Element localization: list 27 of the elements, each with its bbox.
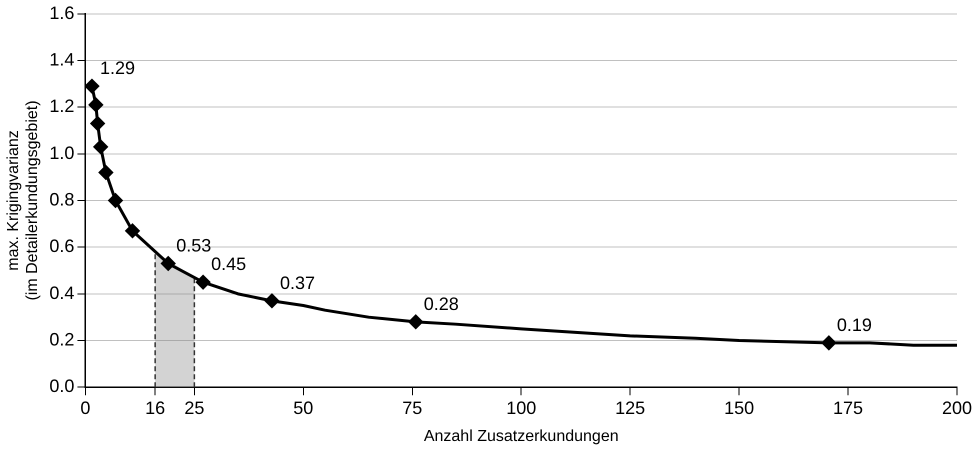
data-label: 1.29 xyxy=(100,58,136,78)
y-tick-label: 1.2 xyxy=(49,96,74,116)
data-label: 0.45 xyxy=(211,254,246,274)
y-tick-label: 0.2 xyxy=(49,329,74,350)
data-label: 0.28 xyxy=(424,294,459,314)
x-tick-label: 50 xyxy=(293,398,314,418)
data-label: 0.19 xyxy=(836,314,872,335)
x-tick-label: 125 xyxy=(615,398,646,418)
x-tick-label: 100 xyxy=(506,398,536,418)
x-tick-label: 16 xyxy=(145,398,166,418)
y-tick-label: 1.0 xyxy=(49,142,74,163)
x-tick-label: 150 xyxy=(724,398,754,418)
data-label: 0.37 xyxy=(280,272,315,293)
y-tick-label: 1.6 xyxy=(49,2,74,23)
x-tick-label: 175 xyxy=(833,398,864,418)
x-tick-label: 200 xyxy=(942,398,972,418)
x-tick-label: 25 xyxy=(184,398,204,418)
y-tick-label: 0.8 xyxy=(49,189,74,210)
y-tick-label: 0.6 xyxy=(49,236,74,256)
x-axis-title: Anzahl Zusatzerkundungen xyxy=(424,428,619,445)
x-tick-label: 75 xyxy=(402,398,422,418)
x-tick-label: 0 xyxy=(80,398,90,418)
y-axis-title: max. Krigingvarianz (im Detailerkundungsgebiet) xyxy=(5,100,42,301)
y-tick-label: 0.4 xyxy=(49,282,74,303)
data-label: 0.53 xyxy=(176,235,212,256)
y-tick-label: 1.4 xyxy=(49,49,74,70)
y-tick-label: 0.0 xyxy=(49,376,74,396)
